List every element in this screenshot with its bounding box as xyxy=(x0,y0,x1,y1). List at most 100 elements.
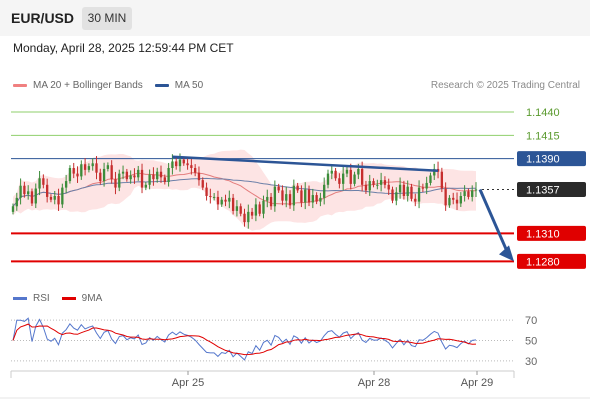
candle-body xyxy=(402,184,406,196)
legend-item-ma20: MA 20 + Bollinger Bands xyxy=(13,80,143,91)
candle-body xyxy=(292,185,296,206)
candle-body xyxy=(250,211,254,216)
candle-body xyxy=(190,165,193,168)
legend-item-9ma: 9MA xyxy=(61,293,102,304)
level-tag-1.1280 xyxy=(517,253,586,269)
candle-body xyxy=(220,199,223,205)
candle-body xyxy=(421,187,425,189)
rsi-legend: RSI 9MA xyxy=(13,293,114,304)
candle-body xyxy=(406,186,409,196)
candle-body xyxy=(398,184,402,193)
candle-body xyxy=(285,194,288,201)
price-legend: MA 20 + Bollinger Bands MA 50 xyxy=(13,80,215,91)
candle-body xyxy=(133,175,136,178)
candle-body xyxy=(110,165,113,180)
candle-body xyxy=(34,188,37,204)
candle-body xyxy=(64,181,68,188)
timeframe-button[interactable]: 30 MIN xyxy=(82,7,132,30)
level-label-1.1440: 1.1440 xyxy=(526,107,560,119)
candle-body xyxy=(345,169,349,174)
candle-body xyxy=(296,185,299,191)
candle-body xyxy=(338,178,341,184)
candle-body xyxy=(91,163,94,167)
candle-body xyxy=(178,159,182,167)
projection-arrowhead xyxy=(499,245,514,262)
legend-swatch-ma50 xyxy=(154,84,169,87)
time-tick-label: Apr 28 xyxy=(358,377,390,389)
candle-body xyxy=(137,169,140,178)
candle-body xyxy=(349,169,352,184)
symbol-title: EUR/USD xyxy=(11,10,75,26)
candle-body xyxy=(76,173,79,177)
candle-body xyxy=(72,168,75,174)
legend-item-ma50: MA 50 xyxy=(154,80,203,91)
candle-body xyxy=(235,206,239,211)
legend-label-rsi: RSI xyxy=(33,293,50,304)
candle-body xyxy=(57,196,60,205)
candle-body xyxy=(307,189,311,203)
candle-body xyxy=(448,197,451,206)
candle-body xyxy=(440,171,444,189)
candle-body xyxy=(231,197,235,211)
candle-body xyxy=(425,182,428,189)
candle-body xyxy=(277,186,280,191)
candle-body xyxy=(266,196,269,201)
candle-body xyxy=(364,184,368,191)
candle-body xyxy=(224,199,227,202)
candle-body xyxy=(148,174,151,185)
annotations xyxy=(172,155,514,262)
candle-body xyxy=(159,171,163,178)
candle-body xyxy=(368,181,371,191)
candle-body xyxy=(353,174,356,184)
candle-body xyxy=(182,159,185,164)
bollinger-bands xyxy=(13,149,476,231)
legend-swatch-9ma xyxy=(61,297,76,300)
legend-item-rsi: RSI xyxy=(13,293,50,304)
candle-body xyxy=(463,191,466,196)
candle-body xyxy=(379,180,383,185)
candle-body xyxy=(315,195,318,202)
time-tick-label: Apr 25 xyxy=(172,377,204,389)
candle-body xyxy=(414,198,417,202)
candle-body xyxy=(144,184,147,188)
resistance-trendline xyxy=(172,155,439,173)
candle-body xyxy=(11,206,15,212)
candle-body xyxy=(125,171,129,180)
projection-arrow-shaft xyxy=(478,188,509,252)
ma20-line xyxy=(12,172,477,207)
rsi-9ma-line xyxy=(12,323,477,356)
candle-body xyxy=(387,184,390,190)
candle-body xyxy=(61,187,64,205)
candle-body xyxy=(429,175,432,183)
candle-body xyxy=(471,190,474,197)
chart-header: EUR/USD 30 MIN xyxy=(0,0,590,36)
candle-body xyxy=(300,190,303,203)
level-label-1.1310: 1.1310 xyxy=(526,228,560,240)
candle-body xyxy=(30,191,34,204)
candle-body xyxy=(391,189,394,201)
candle-body xyxy=(239,206,242,214)
research-credit: Research © 2025 Trading Central xyxy=(430,80,580,91)
candle-body xyxy=(228,197,231,202)
level-tag-1.1357 xyxy=(517,181,586,197)
candle-body xyxy=(433,168,436,176)
level-label-1.1415: 1.1415 xyxy=(526,130,560,142)
candle-body xyxy=(467,191,470,197)
candle-body xyxy=(360,168,364,185)
candle-body xyxy=(311,195,314,203)
legend-label-ma20: MA 20 + Bollinger Bands xyxy=(33,80,143,91)
candle-body xyxy=(395,192,398,201)
candle-body xyxy=(323,184,326,198)
candle-body xyxy=(83,164,87,170)
candle-body xyxy=(281,190,284,201)
ma50-line xyxy=(12,177,477,207)
level-label-1.1390: 1.1390 xyxy=(526,154,560,166)
candle-body xyxy=(106,165,110,169)
candle-body xyxy=(140,169,144,188)
candle-body xyxy=(80,164,83,177)
candle-body xyxy=(68,168,72,182)
candle-body xyxy=(15,197,18,207)
candle-body xyxy=(205,187,208,196)
candle-body xyxy=(455,199,459,204)
